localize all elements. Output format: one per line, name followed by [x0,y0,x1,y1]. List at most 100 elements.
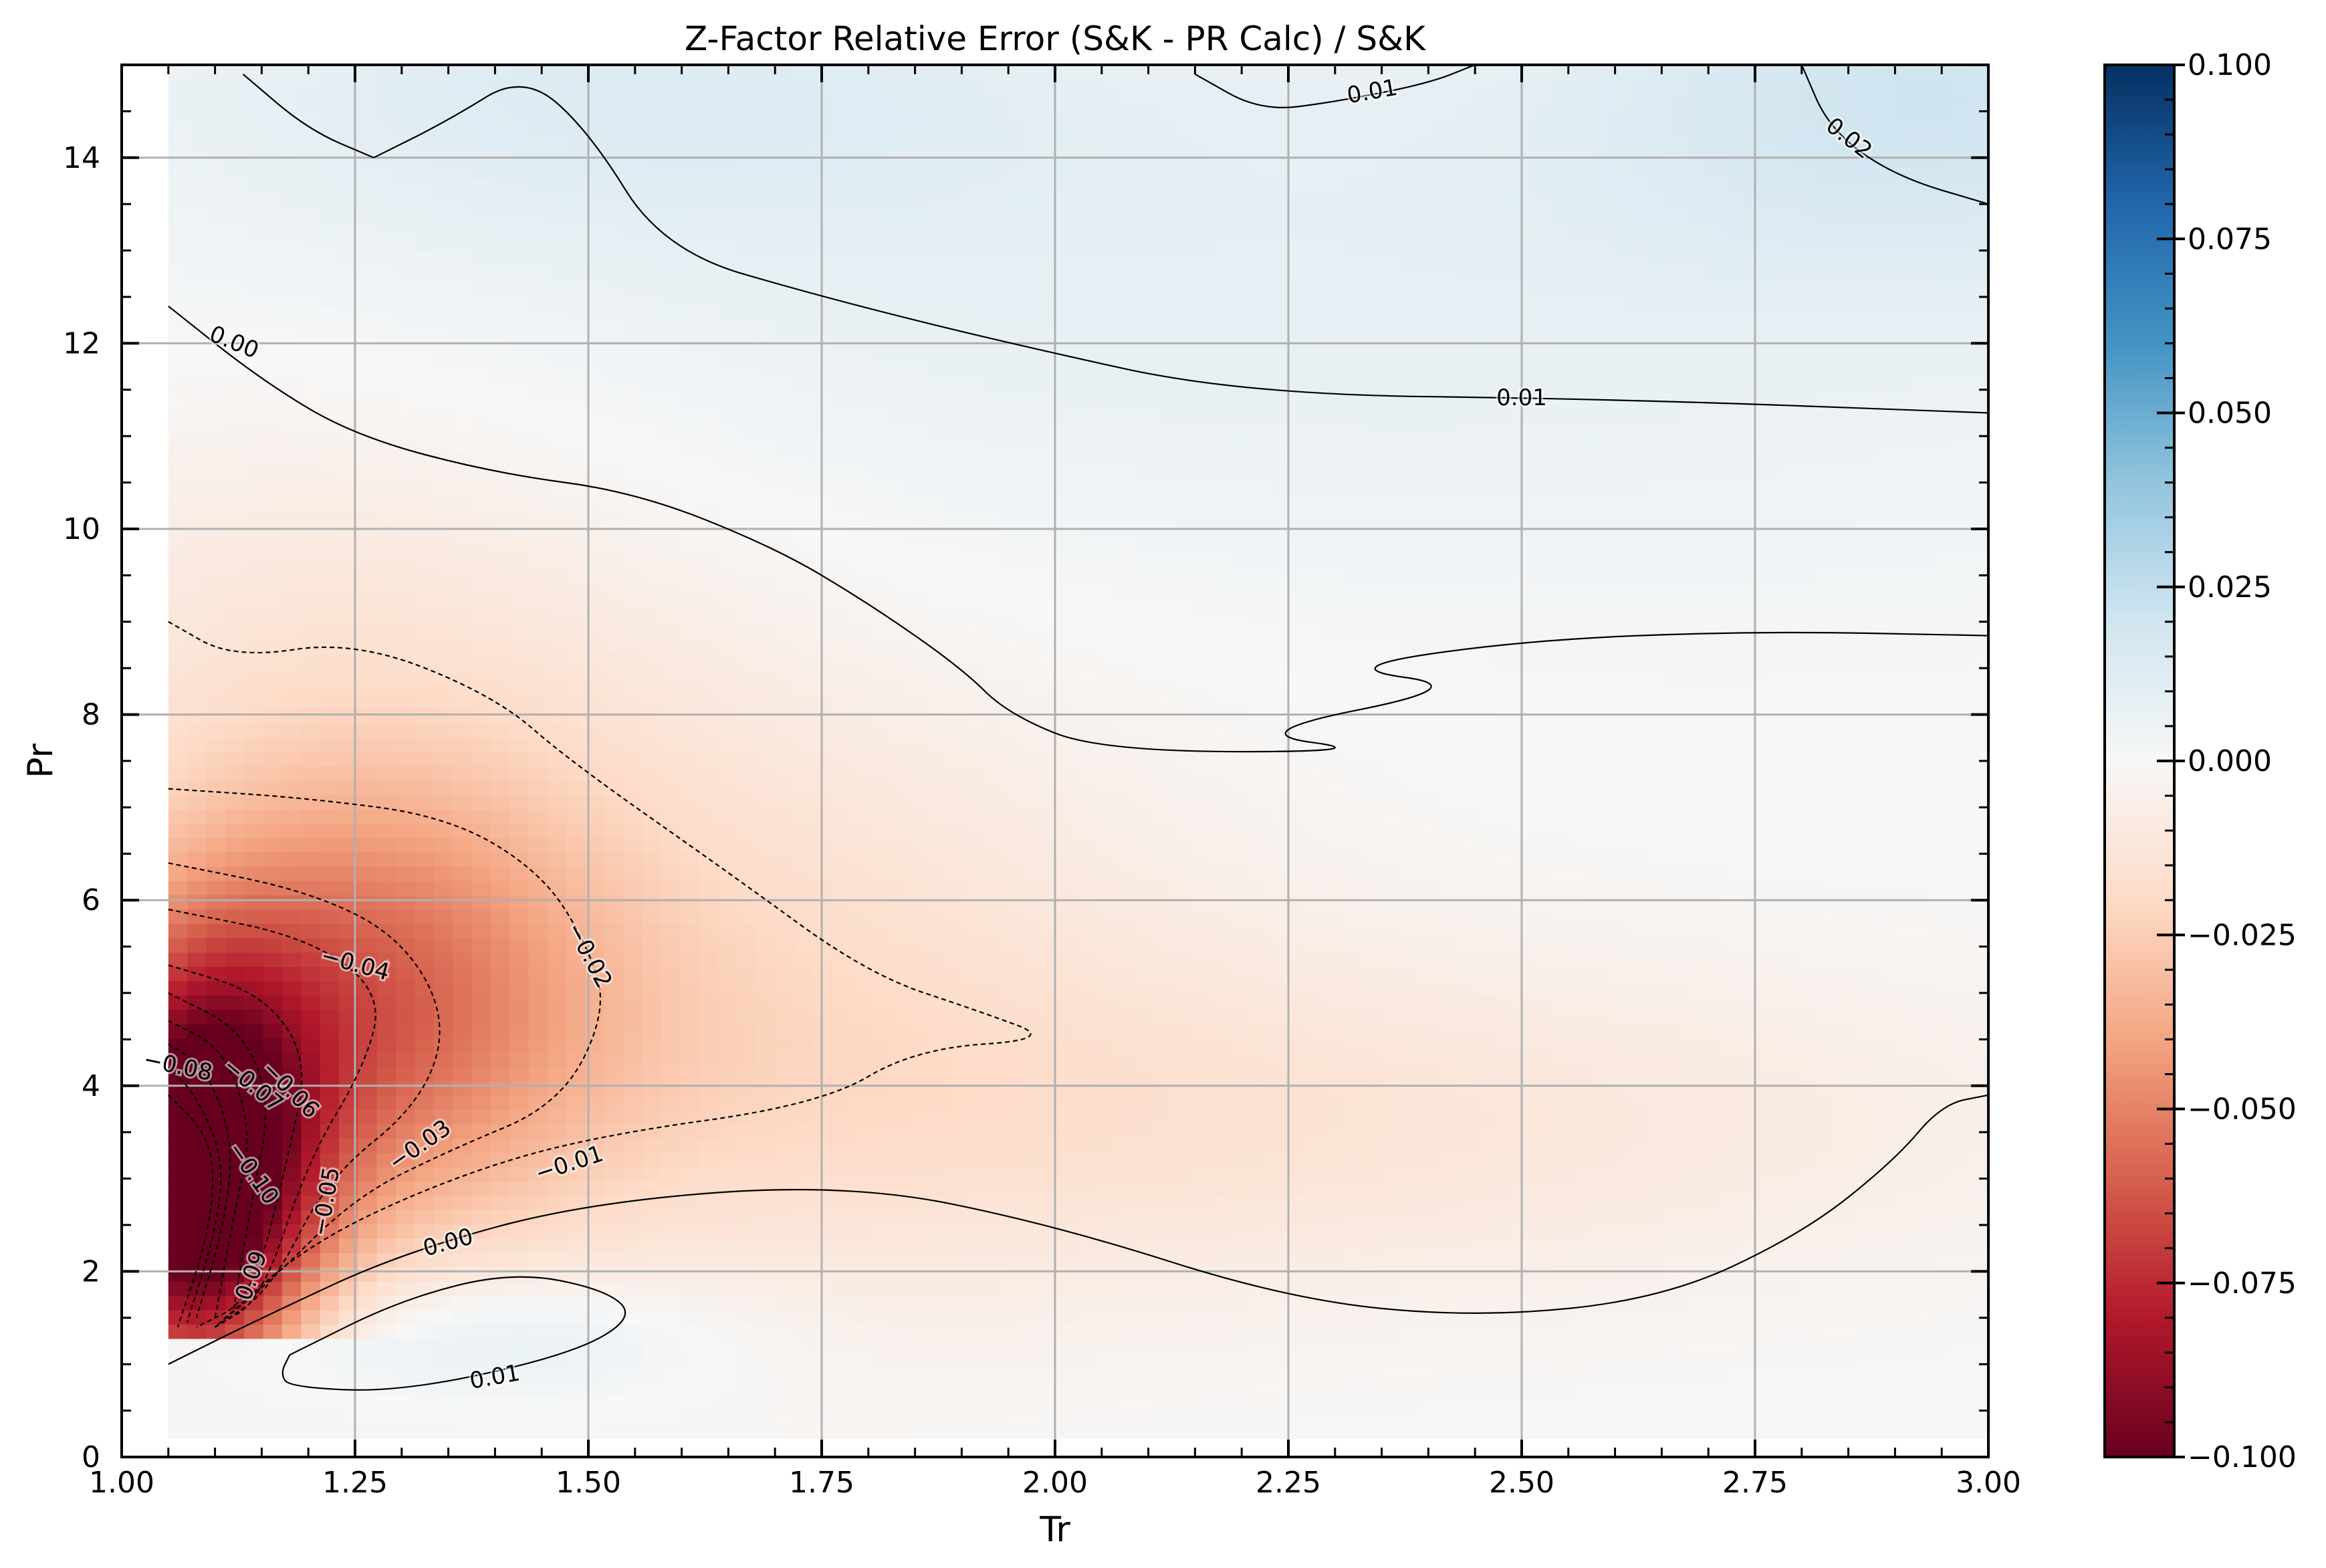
heatmap-cell [983,479,1004,495]
heatmap-cell [1078,479,1098,495]
heatmap-cell [547,823,568,838]
heatmap-cell [1097,423,1117,438]
heatmap-cell [755,1338,776,1353]
heatmap-cell [623,1181,643,1196]
heatmap-cell [168,164,189,181]
heatmap-cell [945,780,965,796]
heatmap-cell [490,723,511,738]
heatmap-cell [528,279,548,295]
heatmap-cell [376,1195,396,1210]
heatmap-cell [1040,1052,1060,1067]
heatmap-cell [320,1195,340,1210]
heatmap-cell [509,866,530,881]
heatmap-cell [832,1395,852,1411]
heatmap-cell [206,1066,226,1082]
heatmap-cell [168,880,189,895]
heatmap-cell [281,665,302,681]
heatmap-cell [1059,1280,1079,1297]
heatmap-cell [661,1109,681,1125]
heatmap-cell [775,208,795,223]
heatmap-cell [983,437,1004,452]
heatmap-cell [471,437,491,452]
heatmap-cell [889,1123,909,1139]
heatmap-cell [870,808,890,824]
heatmap-cell [945,108,965,123]
heatmap-cell [604,494,624,510]
heatmap-cell [623,1395,643,1411]
heatmap-cell [945,522,965,538]
heatmap-cell [832,236,852,252]
heatmap-cell [1116,608,1136,624]
heatmap-cell [301,1352,321,1368]
heatmap-cell [547,136,568,152]
heatmap-cell [1154,1395,1174,1411]
heatmap-cell [547,623,568,638]
heatmap-cell [490,451,511,467]
heatmap-cell [301,508,321,524]
heatmap-cell [775,1395,795,1411]
heatmap-cell [339,708,359,724]
heatmap-cell [832,823,852,838]
heatmap-cell [1040,1209,1060,1225]
heatmap-cell [794,665,814,681]
heatmap-cell [623,580,643,595]
heatmap-cell [566,565,586,581]
heatmap-cell [661,108,681,123]
heatmap-cell [301,808,321,824]
heatmap-cell [1040,1238,1060,1253]
heatmap-cell [1078,895,1098,910]
heatmap-cell [263,866,283,881]
heatmap-cell [889,79,909,94]
heatmap-cell [680,608,700,624]
heatmap-cell [1116,851,1136,867]
heatmap-cell [301,708,321,724]
heatmap-cell [699,565,719,581]
heatmap-cell [1002,608,1022,624]
heatmap-cell [1002,895,1022,910]
heatmap-cell [755,236,776,252]
heatmap-cell [225,494,245,510]
heatmap-cell [187,752,207,767]
heatmap-cell [1002,1038,1022,1053]
heatmap-cell [907,895,927,910]
heatmap-cell [1002,1295,1022,1311]
heatmap-cell [1135,1137,1155,1153]
heatmap-cell [927,694,947,709]
heatmap-cell [964,623,985,638]
heatmap-cell [339,1023,359,1038]
heatmap-cell [1097,164,1117,181]
heatmap-cell [547,837,568,853]
heatmap-cell [623,651,643,667]
heatmap-cell [945,808,965,824]
heatmap-cell [509,1238,530,1253]
heatmap-cell [358,394,378,409]
heatmap-cell [737,1095,757,1110]
heatmap-cell [718,236,738,252]
heatmap-cell [301,251,321,266]
heatmap-cell [358,1410,378,1425]
heatmap-cell [889,1066,909,1082]
heatmap-cell [453,522,473,538]
heatmap-cell [244,451,264,467]
heatmap-cell [737,694,757,709]
heatmap-cell [812,265,833,280]
heatmap-cell [528,65,548,80]
heatmap-cell [699,737,719,752]
heatmap-cell [547,1395,568,1411]
heatmap-cell [396,93,416,109]
heatmap-cell [870,1309,890,1325]
heatmap-cell [320,122,340,137]
heatmap-cell [907,994,927,1010]
heatmap-cell [206,737,226,752]
heatmap-cell [206,895,226,910]
heatmap-cell [889,279,909,295]
heatmap-cell [206,108,226,123]
heatmap-cell [358,251,378,266]
heatmap-cell [281,723,302,738]
heatmap-cell [775,823,795,838]
heatmap-cell [1040,1123,1060,1139]
heatmap-cell [320,193,340,209]
heatmap-cell [964,1109,985,1125]
heatmap-cell [263,694,283,709]
heatmap-cell [320,565,340,581]
